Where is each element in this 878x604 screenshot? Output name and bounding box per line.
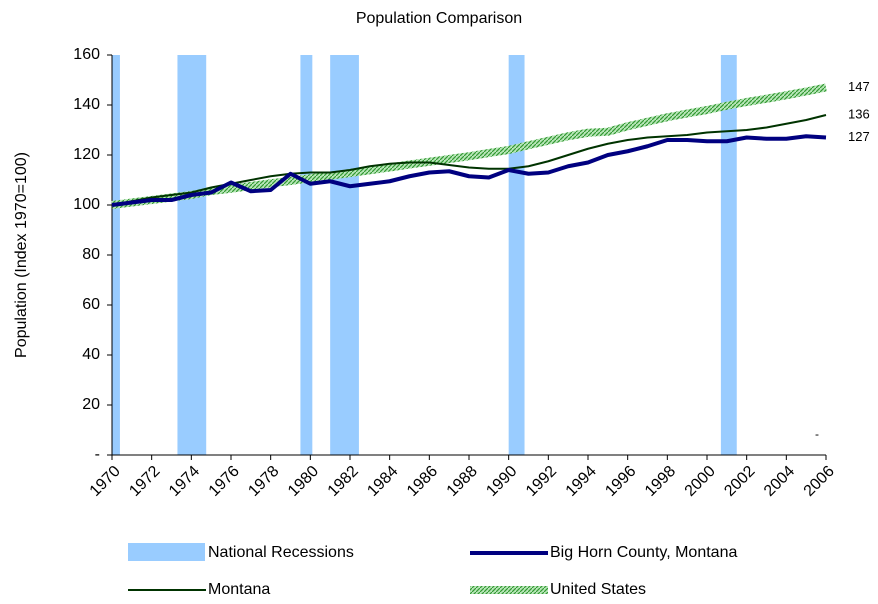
recession-bar [300,55,313,455]
series-line [111,83,827,209]
y-tick-label: 120 [73,146,100,163]
end-label: 136 [848,106,870,121]
y-tick-label: 40 [82,346,100,363]
chart-title: Population Comparison [356,10,522,27]
end-label: 147 [848,79,870,94]
x-tick-label: 1994 [563,463,600,500]
x-tick-label: 1972 [126,463,163,500]
x-tick-label: 1992 [523,463,560,500]
y-tick-label: 140 [73,96,100,113]
y-tick-label: 100 [73,196,100,213]
x-tick-label: 2006 [801,463,838,500]
y-axis-label: Population (Index 1970=100) [13,152,30,358]
x-tick-label: 2004 [761,463,798,500]
x-tick-label: 1982 [325,463,362,500]
y-tick-label: 60 [82,296,100,313]
recession-bar [112,55,120,455]
legend-label: Montana [208,581,270,598]
annotation: - [815,427,819,441]
x-tick-label: 1974 [166,463,203,500]
recession-bar [508,55,525,455]
x-tick-label: 1980 [285,463,322,500]
x-tick-label: 1988 [444,463,481,500]
legend-label: Big Horn County, Montana [550,544,737,561]
legend-label: National Recessions [208,544,354,561]
y-tick-label: - [95,446,100,463]
x-tick-label: 1990 [483,463,520,500]
x-tick-label: 2002 [721,463,758,500]
y-tick-label: 80 [82,246,100,263]
y-tick-label: 160 [73,46,100,63]
x-tick-label: 2000 [682,463,719,500]
x-tick-label: 1976 [206,463,243,500]
x-tick-label: 1978 [245,463,282,500]
recession-bar [330,55,359,455]
recession-bar [720,55,737,455]
x-tick-label: 1986 [404,463,441,500]
x-tick-label: 1970 [87,463,124,500]
x-tick-label: 1996 [602,463,639,500]
end-label: 127 [848,129,870,144]
recession-bar [177,55,207,455]
legend-swatch [128,543,205,561]
y-tick-label: 20 [82,396,100,413]
x-tick-label: 1984 [364,463,401,500]
series-line [111,134,827,207]
x-tick-label: 1998 [642,463,679,500]
legend-label: United States [550,581,646,598]
